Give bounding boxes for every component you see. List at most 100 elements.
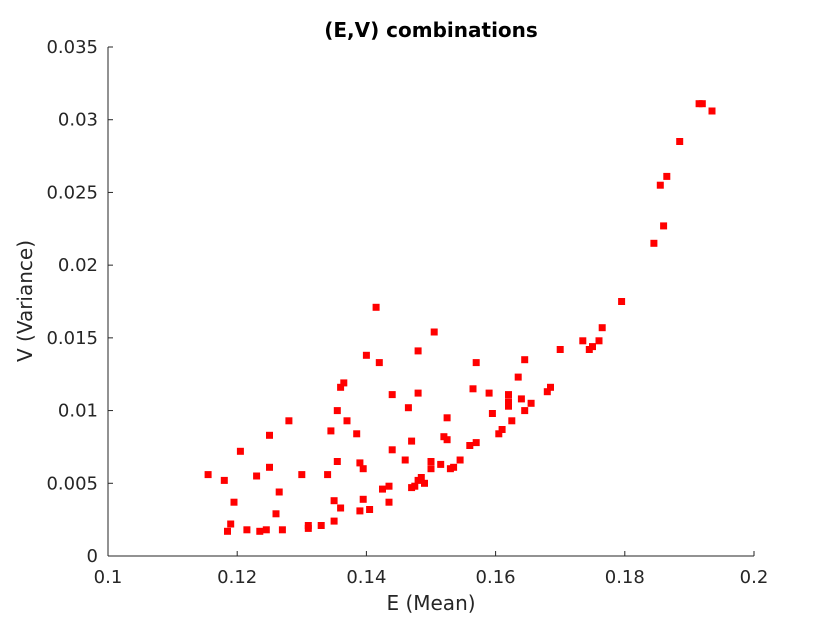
- data-point: [417, 474, 425, 481]
- x-axis-label: E (Mean): [386, 591, 475, 615]
- data-point: [304, 524, 312, 532]
- data-point: [356, 507, 364, 515]
- data-point: [408, 437, 416, 445]
- y-tick-label: 0.005: [46, 473, 98, 494]
- data-point: [430, 328, 438, 336]
- data-point: [379, 485, 386, 493]
- data-point: [337, 383, 345, 391]
- data-point: [427, 458, 435, 465]
- y-axis-label: V (Variance): [13, 240, 37, 362]
- data-point: [547, 383, 554, 391]
- data-point: [388, 446, 396, 454]
- data-point: [450, 463, 458, 471]
- data-point: [266, 463, 273, 471]
- data-point: [663, 172, 671, 180]
- data-point: [543, 388, 551, 396]
- data-point: [660, 222, 668, 230]
- data-point: [656, 181, 664, 189]
- data-point: [421, 479, 428, 487]
- data-point: [343, 417, 351, 425]
- data-point: [708, 107, 716, 115]
- data-point: [275, 488, 283, 496]
- data-point: [327, 427, 335, 435]
- data-point: [514, 373, 522, 381]
- data-point: [375, 359, 383, 367]
- data-point: [317, 522, 325, 529]
- data-point: [388, 391, 396, 399]
- data-point: [337, 504, 345, 512]
- data-point: [220, 476, 228, 484]
- data-point: [359, 465, 367, 473]
- data-point: [556, 346, 564, 353]
- data-point: [362, 351, 370, 359]
- data-point: [385, 482, 393, 490]
- data-point: [224, 527, 231, 535]
- data-point: [521, 407, 529, 415]
- data-point: [485, 389, 493, 397]
- data-point: [333, 458, 341, 465]
- data-point: [598, 324, 606, 332]
- data-point: [266, 431, 273, 439]
- data-point: [650, 239, 658, 247]
- x-tick-label: 0.16: [476, 567, 516, 588]
- data-point: [505, 402, 512, 410]
- data-point: [230, 498, 238, 506]
- data-point: [227, 520, 235, 528]
- data-point: [401, 456, 409, 464]
- data-point: [505, 398, 512, 406]
- data-point: [330, 497, 338, 505]
- data-point: [698, 100, 706, 108]
- data-point: [508, 417, 516, 425]
- data-point: [385, 498, 393, 506]
- data-point: [285, 417, 293, 425]
- y-tick-label: 0: [87, 546, 98, 567]
- data-point: [414, 389, 422, 397]
- data-point: [256, 527, 264, 535]
- data-point: [330, 517, 338, 525]
- data-point: [411, 482, 419, 490]
- data-point: [278, 526, 286, 534]
- y-ticks: 0 0.005 0.01 0.015 0.02 0.025 0.03 0.035: [46, 37, 113, 567]
- data-point: [488, 410, 496, 417]
- data-point: [427, 465, 435, 473]
- data-point: [443, 436, 451, 444]
- data-point: [272, 510, 280, 518]
- data-points: [204, 100, 716, 535]
- data-point: [437, 460, 445, 468]
- data-point: [527, 399, 535, 407]
- data-point: [414, 347, 422, 355]
- y-tick-label: 0.025: [46, 182, 98, 203]
- data-point: [521, 356, 529, 364]
- data-point: [595, 337, 603, 345]
- data-point: [589, 343, 596, 351]
- data-point: [495, 430, 503, 438]
- data-point: [466, 442, 474, 449]
- data-point: [472, 439, 480, 447]
- x-tick-label: 0.2: [740, 567, 769, 588]
- data-point: [472, 359, 480, 367]
- data-point: [456, 456, 464, 464]
- x-tick-label: 0.1: [94, 567, 123, 588]
- y-tick-label: 0.03: [58, 110, 98, 131]
- data-point: [204, 471, 212, 479]
- data-point: [366, 506, 374, 513]
- x-ticks: 0.1 0.12 0.14 0.16 0.18 0.2: [94, 551, 769, 588]
- data-point: [676, 138, 684, 145]
- data-point: [298, 471, 306, 479]
- data-point: [443, 414, 451, 422]
- data-point: [579, 337, 587, 345]
- data-point: [359, 495, 367, 503]
- y-tick-label: 0.02: [58, 255, 98, 276]
- data-point: [469, 385, 477, 393]
- data-point: [404, 404, 412, 412]
- data-point: [356, 459, 364, 467]
- data-point: [253, 472, 261, 480]
- x-tick-label: 0.18: [605, 567, 645, 588]
- data-point: [353, 430, 361, 438]
- chart-title: (E,V) combinations: [324, 18, 538, 42]
- data-point: [505, 391, 512, 399]
- data-point: [340, 379, 348, 387]
- data-point: [262, 526, 270, 534]
